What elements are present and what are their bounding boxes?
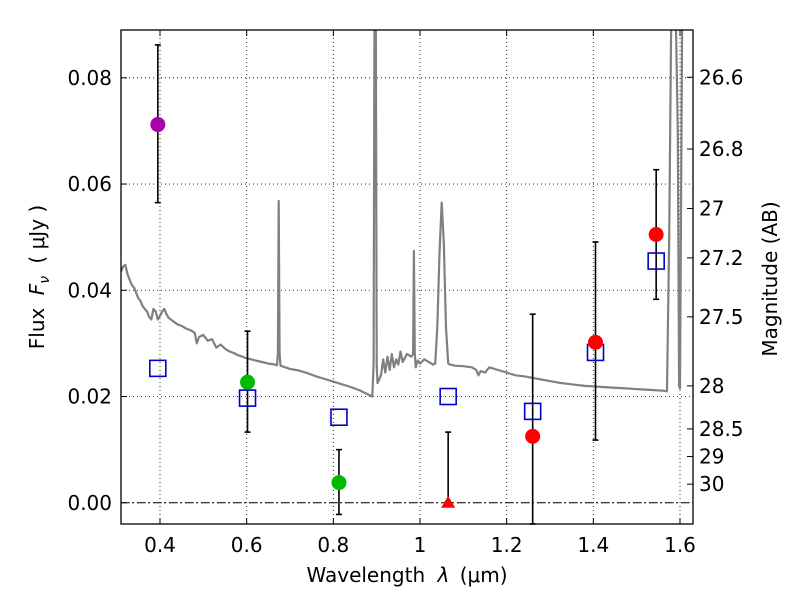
model-point-6	[647, 252, 665, 270]
y-axis-label: Flux Fν ( μJy )	[25, 205, 54, 349]
y-axis-label-symbol: F	[25, 283, 49, 295]
observed-point-0	[150, 117, 166, 133]
plot-background	[121, 30, 693, 524]
observed-point-1	[240, 374, 256, 390]
observed-point-2	[331, 475, 347, 491]
mag-tick-label-2: 27	[699, 196, 724, 220]
mag-tick-label-6: 28.5	[699, 417, 744, 441]
x-tick-label-3: 1	[414, 533, 427, 557]
y-axis-label-unit: ( μJy )	[25, 205, 49, 264]
x-tick-label-4: 1.2	[491, 533, 523, 557]
observed-point-6	[648, 227, 664, 243]
x-axis-label-symbol: λ	[437, 563, 450, 587]
y-axis-ticks: 0.00 0.02 0.04 0.06 0.08	[67, 66, 127, 515]
x-axis-label: Wavelength λ (μm)	[306, 563, 507, 587]
x-tick-label-6: 1.6	[664, 533, 696, 557]
template-spectrum-line	[121, 30, 684, 398]
observed-upper-limit-3	[441, 495, 456, 508]
observed-point-5	[588, 334, 603, 350]
mag-tick-label-8: 30	[699, 472, 724, 496]
x-axis-label-prefix: Wavelength	[306, 563, 425, 587]
model-points	[149, 252, 665, 427]
x-axis-label-unit: (μm)	[460, 563, 508, 587]
y-tick-label-1: 0.02	[67, 385, 112, 409]
y-tick-label-3: 0.06	[67, 172, 112, 196]
model-point-3	[439, 387, 457, 406]
x-tick-label-1: 0.6	[231, 533, 263, 557]
model-point-4	[523, 402, 542, 421]
y-axis-label-prefix: Flux	[25, 307, 49, 349]
y-axis-label-subscript: ν	[37, 276, 53, 284]
mag-tick-label-7: 29	[699, 445, 724, 469]
y-tick-label-4: 0.08	[67, 66, 112, 90]
x-tick-label-0: 0.4	[144, 533, 176, 557]
y-tick-label-0: 0.00	[67, 491, 112, 515]
x-axis-ticks: 0.4 0.6 0.8 1 1.2 1.4 1.6	[144, 30, 696, 557]
y-tick-label-2: 0.04	[67, 278, 112, 302]
observed-points	[150, 117, 664, 508]
mag-tick-label-4: 27.5	[699, 305, 744, 329]
model-point-1	[238, 389, 257, 407]
mag-tick-label-3: 27.2	[699, 246, 744, 270]
template-spectrum-layer	[121, 30, 684, 398]
x-tick-label-5: 1.4	[577, 533, 609, 557]
magnitude-axis-label: Magnitude (AB)	[758, 201, 782, 356]
x-tick-label-2: 0.8	[317, 533, 349, 557]
observed-point-4	[525, 428, 541, 444]
plot-frame	[120, 29, 694, 525]
model-point-0	[149, 359, 167, 378]
mag-tick-label-1: 26.8	[699, 137, 744, 161]
magnitude-axis-ticks: 26.6 26.8 27 27.2 27.5 28 28.5 29 30	[687, 65, 744, 496]
mag-tick-label-0: 26.6	[699, 65, 744, 89]
model-point-2	[330, 408, 348, 427]
mag-tick-label-5: 28	[699, 374, 724, 398]
